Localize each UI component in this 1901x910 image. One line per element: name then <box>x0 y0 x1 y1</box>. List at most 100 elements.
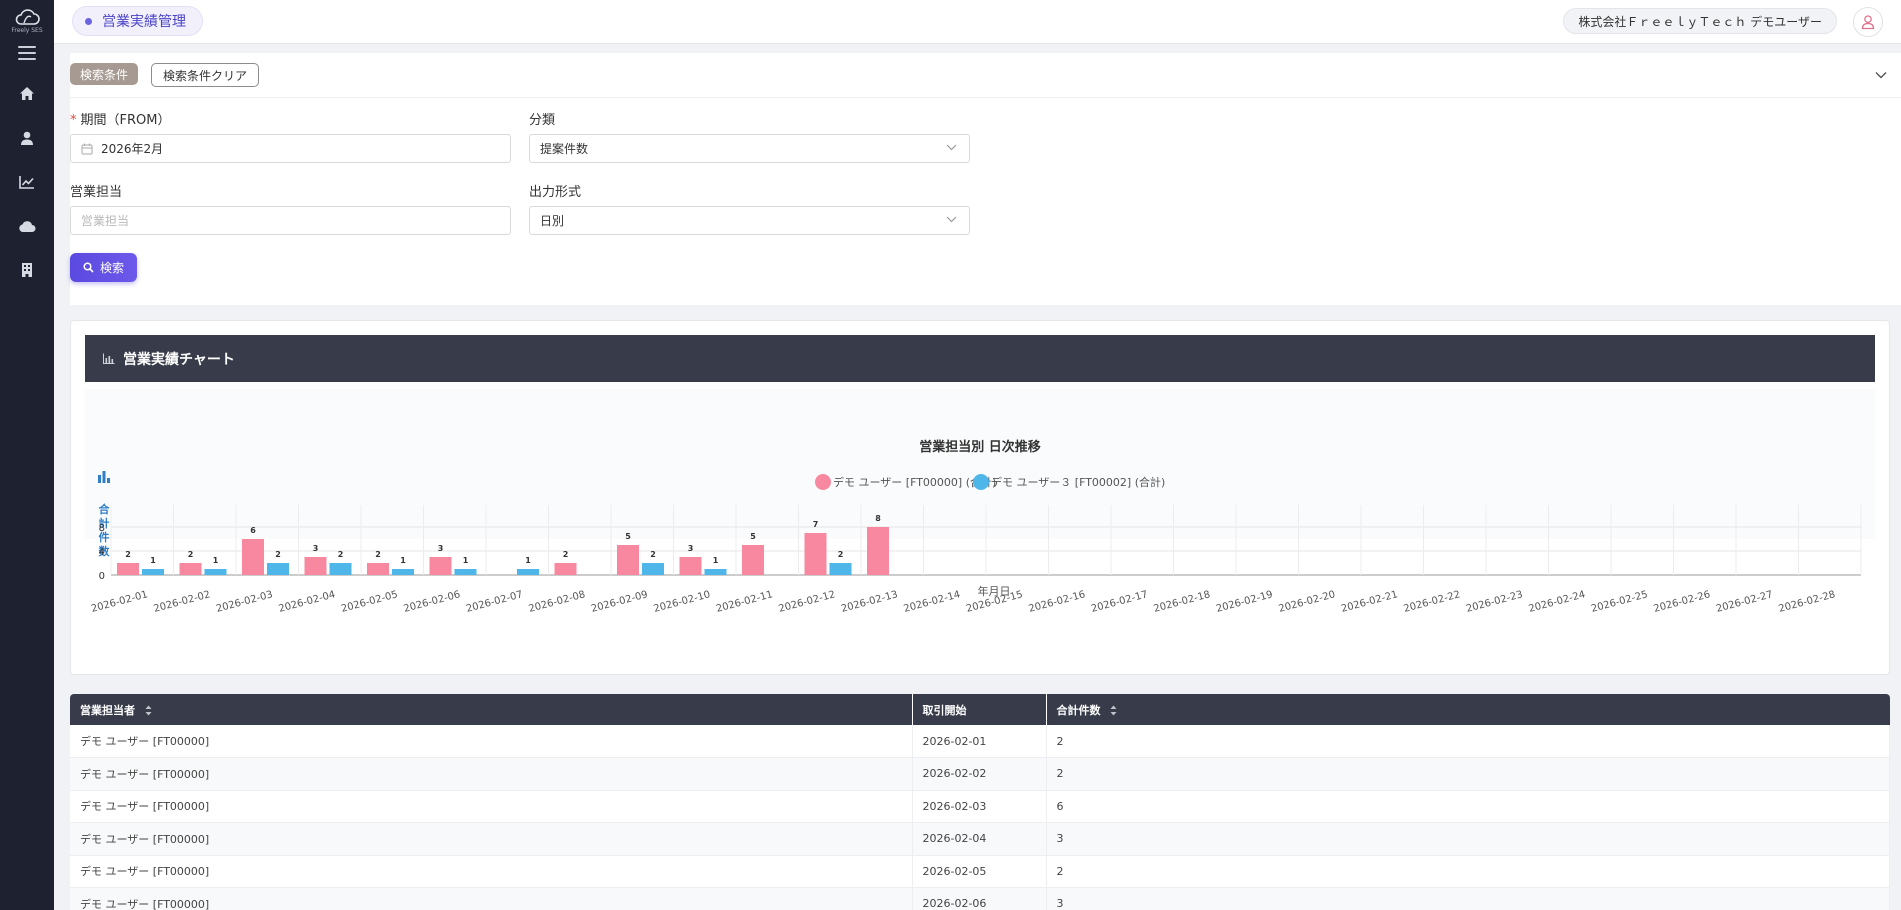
cell-total-count: 3 <box>1046 887 1890 910</box>
output-format-select[interactable]: 日別 <box>529 206 970 235</box>
bar-value-label: 2 <box>838 550 844 559</box>
sidebar-item-company[interactable] <box>17 260 37 280</box>
x-tick-label: 2026-02-14 <box>903 589 962 615</box>
cell-total-count: 2 <box>1046 855 1890 888</box>
x-tick-label: 2026-02-25 <box>1590 589 1649 615</box>
x-tick-label: 2026-02-01 <box>90 589 149 615</box>
search-conditions-button[interactable]: 検索条件 <box>70 63 139 85</box>
table-row[interactable]: デモ ユーザー [FT00000] 2026-02-01 2 <box>70 725 1890 758</box>
x-axis-ticks: 2026-02-01 2026-02-02 2026-02-03 2026-02-04… <box>90 589 1836 615</box>
logo-text: Freely SES <box>11 27 43 34</box>
bar-series-1[interactable] <box>804 533 827 575</box>
bar-value-label: 1 <box>213 556 219 565</box>
bar-value-label: 2 <box>125 550 131 559</box>
bar-value-label: 7 <box>813 520 819 529</box>
bar-series-1[interactable] <box>867 527 889 575</box>
table-row[interactable]: デモ ユーザー [FT00000] 2026-02-02 2 <box>70 757 1890 791</box>
bar-series-1[interactable] <box>554 563 577 575</box>
bar-series-1[interactable] <box>617 545 639 575</box>
bar-series-2[interactable] <box>142 569 164 575</box>
table-body: デモ ユーザー [FT00000] 2026-02-01 2 デモ ユーザー [FT0… <box>70 725 1890 910</box>
clear-conditions-button[interactable]: 検索条件クリア <box>151 63 260 87</box>
results-table-card: 営業担当者 取引開始 合計件数 デモ ユーザー [FT00000] 2026-02… <box>70 694 1890 910</box>
chart-toolbar-icon[interactable] <box>98 471 110 483</box>
menu-toggle-icon[interactable] <box>18 46 36 60</box>
page-title-tab[interactable]: 営業実績管理 <box>72 6 203 36</box>
legend-item[interactable]: デモ ユーザー３ [FT00002] (合計) <box>973 474 1165 490</box>
sort-icon[interactable] <box>1110 705 1117 716</box>
bar-series-2[interactable] <box>329 563 352 575</box>
table-row[interactable]: デモ ユーザー [FT00000] 2026-02-05 2 <box>70 855 1890 888</box>
cell-total-count: 6 <box>1046 790 1890 823</box>
period-from-input[interactable]: 2026年2月 <box>70 134 511 163</box>
bar-value-label: 2 <box>375 550 381 559</box>
x-tick-label: 2026-02-02 <box>153 589 212 615</box>
cell-total-count: 3 <box>1046 822 1890 856</box>
bar-series-2[interactable] <box>392 569 414 575</box>
sales-rep-placeholder: 営業担当 <box>81 214 130 228</box>
user-icon <box>21 131 33 145</box>
calendar-icon <box>81 143 93 154</box>
chevron-down-icon <box>946 144 957 151</box>
bar-series-1[interactable] <box>242 539 264 575</box>
bar-value-label: 3 <box>438 544 444 553</box>
sidebar-item-sales[interactable] <box>17 172 37 192</box>
sort-icon[interactable] <box>145 705 152 716</box>
cell-start-date: 2026-02-05 <box>912 855 1047 888</box>
bar-value-label: 5 <box>750 532 756 541</box>
search-button[interactable]: 検索 <box>70 253 137 282</box>
bar-value-label: 1 <box>400 556 406 565</box>
sidebar-item-user[interactable] <box>17 128 37 148</box>
cloud-icon <box>19 221 36 232</box>
user-avatar[interactable] <box>1853 7 1883 37</box>
bar-value-label: 5 <box>625 532 631 541</box>
column-header-sales-rep[interactable]: 営業担当者 <box>70 694 913 725</box>
bar-series-1[interactable] <box>304 557 327 575</box>
x-tick-label: 2026-02-20 <box>1278 589 1337 615</box>
table-row[interactable]: デモ ユーザー [FT00000] 2026-02-06 3 <box>70 887 1890 910</box>
bar-series-1[interactable] <box>367 563 389 575</box>
table-row[interactable]: デモ ユーザー [FT00000] 2026-02-03 6 <box>70 790 1890 823</box>
x-tick-label: 2026-02-12 <box>778 589 837 615</box>
column-header-start-date[interactable]: 取引開始 <box>912 694 1047 725</box>
bar-series-1[interactable] <box>742 545 764 575</box>
bar-series-2[interactable] <box>204 569 227 575</box>
bar-series-1[interactable] <box>117 563 139 575</box>
period-value: 2026年2月 <box>101 142 164 156</box>
sales-rep-input[interactable]: 営業担当 <box>70 206 511 235</box>
bar-series-2[interactable] <box>267 563 289 575</box>
search-icon <box>83 262 94 273</box>
legend-item[interactable]: デモ ユーザー [FT00000] (合計) <box>815 474 996 490</box>
bar-value-label: 2 <box>275 550 281 559</box>
category-select[interactable]: 提案件数 <box>529 134 970 163</box>
bar-series-2[interactable] <box>704 569 727 575</box>
daily-trend-chart: 営業担当別 日次推移 デモ ユーザー [FT00000] (合計)デモ ユーザー… <box>85 389 1875 615</box>
table-row[interactable]: デモ ユーザー [FT00000] 2026-02-04 3 <box>70 822 1890 856</box>
sidebar-item-cloud[interactable] <box>17 216 37 236</box>
cell-start-date: 2026-02-04 <box>912 822 1047 856</box>
bar-series-2[interactable] <box>829 563 852 575</box>
x-tick-label: 2026-02-17 <box>1090 589 1149 615</box>
chart-bg-band <box>85 389 1875 539</box>
cell-sales-rep: デモ ユーザー [FT00000] <box>70 887 913 910</box>
sales-rep-label: 営業担当 <box>70 185 123 200</box>
bar-series-2[interactable] <box>454 569 477 575</box>
bar-value-label: 1 <box>463 556 469 565</box>
x-tick-label: 2026-02-27 <box>1715 589 1774 615</box>
bar-series-2[interactable] <box>642 563 664 575</box>
cell-start-date: 2026-02-03 <box>912 790 1047 823</box>
x-tick-label: 2026-02-26 <box>1653 589 1712 615</box>
sidebar-item-home[interactable] <box>17 84 37 104</box>
x-tick-label: 2026-02-28 <box>1778 589 1837 615</box>
bar-series-1[interactable] <box>429 557 452 575</box>
x-tick-label: 2026-02-16 <box>1028 589 1087 615</box>
x-tick-label: 2026-02-04 <box>278 589 337 615</box>
bar-series-1[interactable] <box>179 563 202 575</box>
bar-series-2[interactable] <box>517 569 539 575</box>
company-user-badge[interactable]: 株式会社ＦｒｅｅｌｙＴｅｃｈ デモユーザー <box>1563 8 1837 34</box>
column-header-total-count[interactable]: 合計件数 <box>1046 694 1890 725</box>
app-logo[interactable]: Freely SES <box>11 8 43 34</box>
chart-legend: デモ ユーザー [FT00000] (合計)デモ ユーザー３ [FT00002]… <box>815 474 1165 490</box>
chevron-down-icon[interactable] <box>1875 68 1887 82</box>
bar-series-1[interactable] <box>679 557 702 575</box>
